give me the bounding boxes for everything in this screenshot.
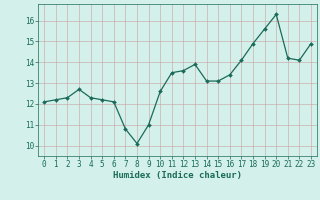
X-axis label: Humidex (Indice chaleur): Humidex (Indice chaleur) <box>113 171 242 180</box>
